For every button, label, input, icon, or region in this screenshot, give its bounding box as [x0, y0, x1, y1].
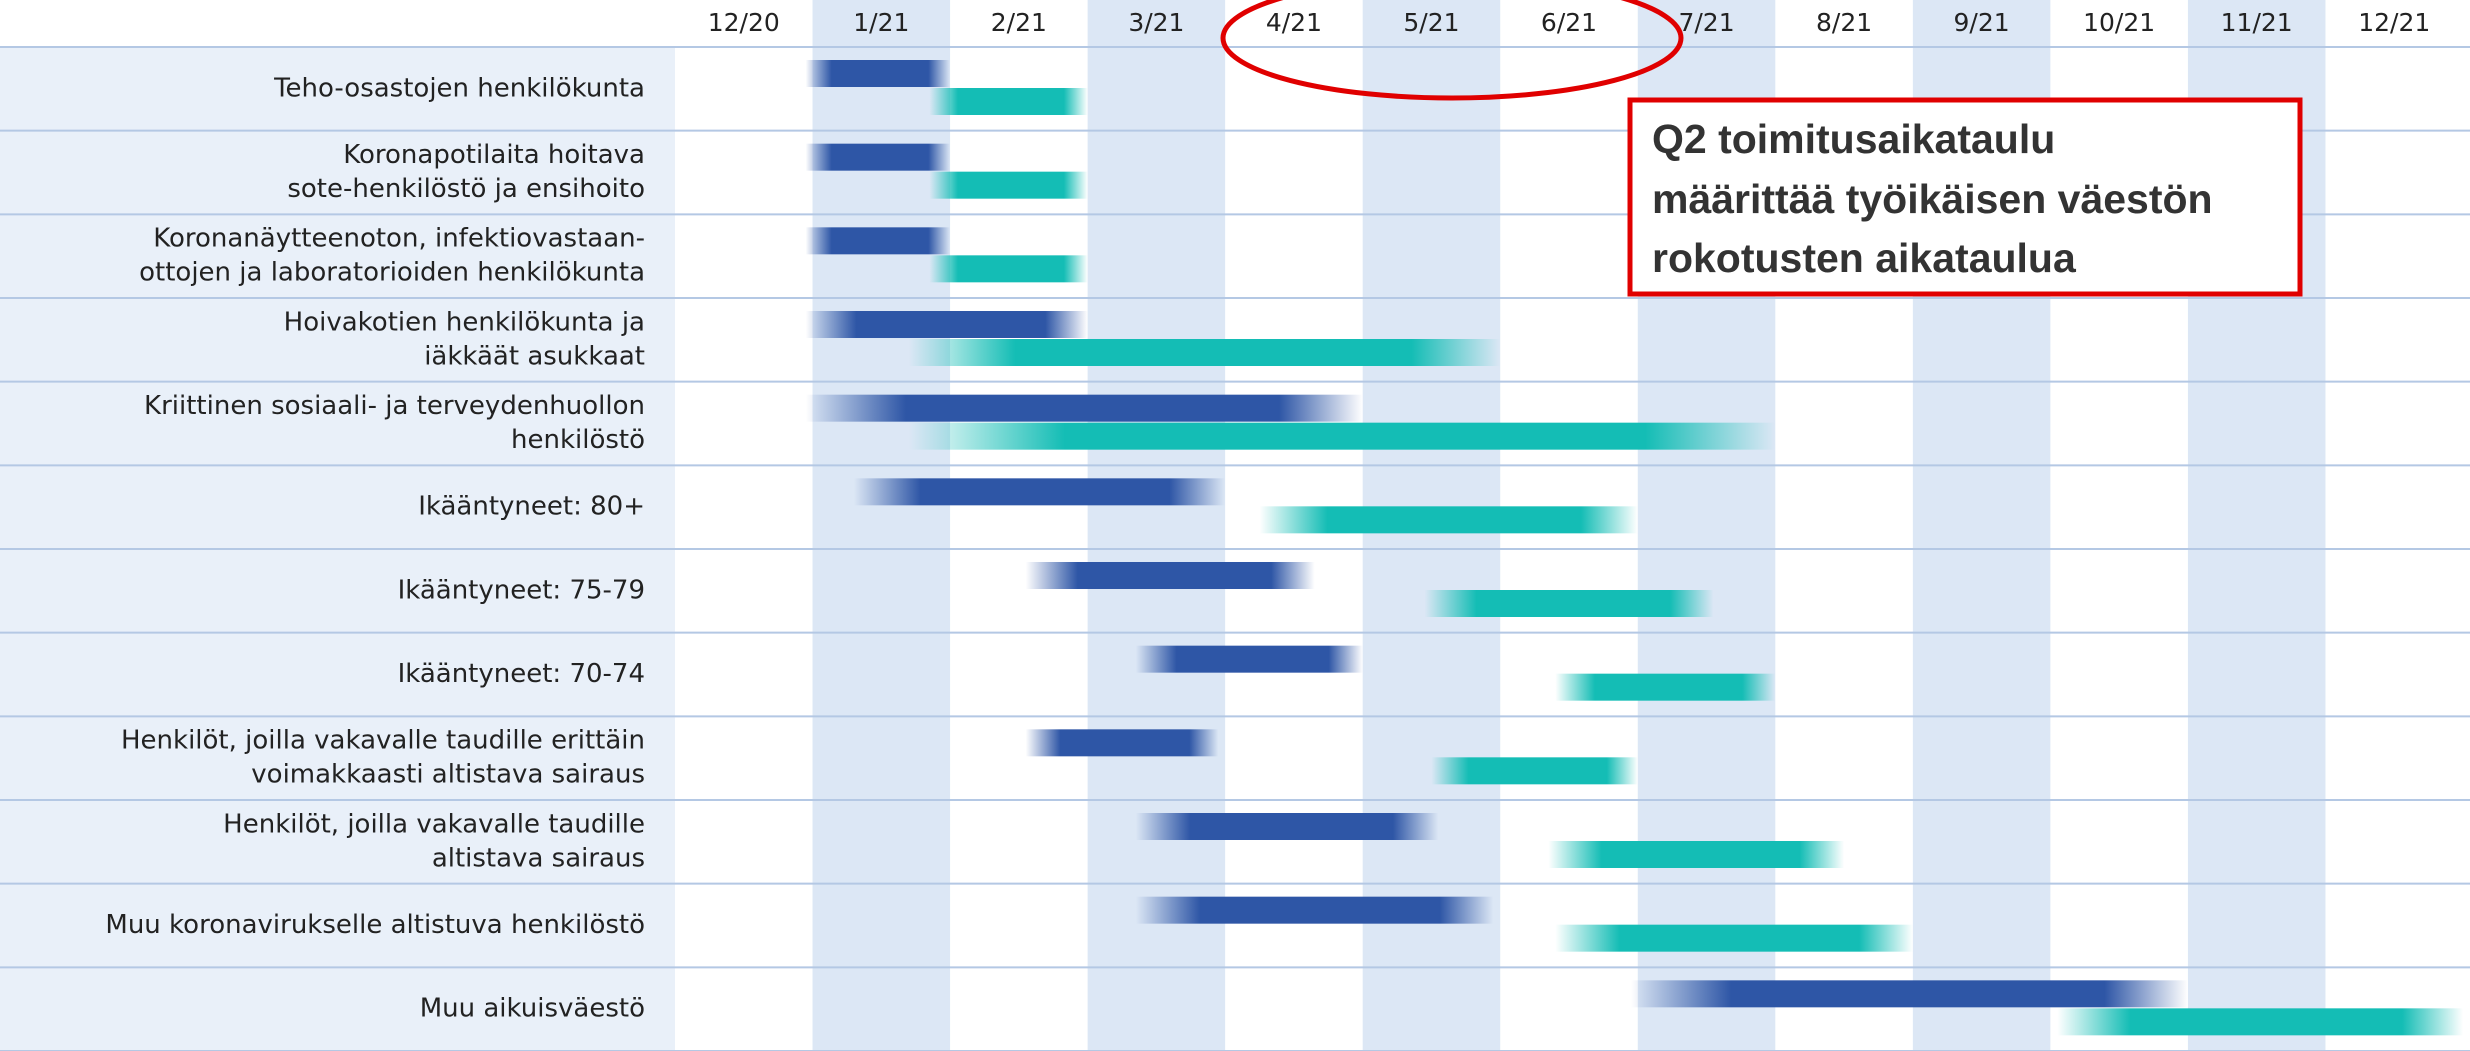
bar [908, 422, 1776, 450]
annotation: Q2 toimitusaikataulu [1652, 116, 2055, 162]
x-tick-label: 11/21 [2221, 8, 2293, 37]
annotation-box [1627, 97, 2303, 297]
bar [1135, 645, 1363, 673]
x-tick-label: 4/21 [1266, 8, 1322, 37]
row-label: Muu aikuisväestö [420, 994, 645, 1024]
x-tick-label: 6/21 [1541, 8, 1597, 37]
bar [1630, 980, 2188, 1008]
annotation: määrittää työikäisen väestön [1652, 176, 2213, 222]
row-label: Ikääntyneet: 70-74 [398, 659, 645, 689]
bar [1431, 757, 1638, 785]
bar [929, 88, 1088, 115]
bar [908, 339, 1501, 366]
x-tick-label: 9/21 [1954, 8, 2010, 37]
x-tick-label: 5/21 [1403, 8, 1459, 37]
row-label: Kriittinen sosiaali- ja terveydenhuollon [144, 391, 645, 421]
row-label: altistava sairaus [432, 843, 645, 873]
bar [1135, 813, 1439, 840]
x-tick-label: 1/21 [853, 8, 909, 37]
month-band [812, 0, 951, 1051]
bar [1548, 841, 1845, 868]
row-label: Henkilöt, joilla vakavalle taudille erit… [121, 726, 645, 756]
x-tick-label: 3/21 [1128, 8, 1184, 37]
row-label: sote-henkilöstö ja ensihoito [287, 174, 645, 204]
bar [1555, 673, 1776, 701]
bar [805, 394, 1363, 422]
row-label: Koronanäytteenoton, infektiovastaan- [153, 224, 645, 254]
row-label: voimakkaasti altistava sairaus [251, 760, 645, 790]
month-band [1087, 0, 1226, 1051]
row-label: ottojen ja laboratorioiden henkilökunta [139, 258, 645, 288]
bar [929, 171, 1088, 199]
bar [1025, 729, 1219, 757]
row-label: Ikääntyneet: 75-79 [398, 575, 645, 605]
row-label: Koronapotilaita hoitava [343, 140, 645, 170]
bar [805, 143, 951, 171]
x-tick-label: 12/21 [2358, 8, 2430, 37]
bar [1135, 896, 1494, 924]
labels: 12/20 1/21 2/21 3/21 4/21 5/21 6/21 7/21 8/21 9/2… [105, 8, 2430, 1024]
row-label: Ikääntyneet: 80+ [418, 492, 645, 522]
x-tick-label: 7/21 [1678, 8, 1734, 37]
bar [853, 478, 1226, 506]
x-tick-label: 2/21 [991, 8, 1047, 37]
bar [805, 227, 951, 255]
row-label: iäkkäät asukkaat [424, 341, 645, 371]
bar [805, 311, 1088, 338]
bar [1025, 562, 1315, 589]
row-label: Henkilöt, joilla vakavalle taudille [223, 809, 645, 839]
row-label: Muu koronavirukselle altistuva henkilöst… [105, 910, 645, 940]
annotation: rokotusten aikataulua [1652, 235, 2077, 281]
bar [805, 60, 951, 87]
bar [1555, 924, 1913, 952]
bar [2057, 1008, 2463, 1036]
x-tick-label: 10/21 [2083, 8, 2155, 37]
x-tick-label: 8/21 [1816, 8, 1872, 37]
bar [929, 255, 1088, 283]
highlight-ellipse [1220, 0, 1684, 101]
x-tick-label: 12/20 [708, 8, 780, 37]
bar [1259, 506, 1638, 534]
row-label: Teho-osastojen henkilökunta [273, 73, 645, 103]
bar [1424, 590, 1714, 617]
row-label: henkilöstö [511, 425, 645, 455]
bars [805, 60, 2463, 1036]
row-label: Hoivakotien henkilökunta ja [284, 307, 645, 337]
